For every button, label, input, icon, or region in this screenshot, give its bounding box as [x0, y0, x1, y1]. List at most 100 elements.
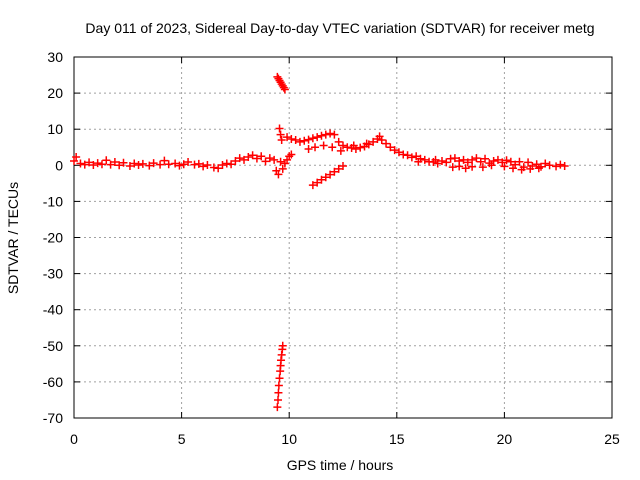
- data-point: [261, 157, 270, 166]
- data-point: [270, 155, 279, 164]
- data-point: [321, 130, 330, 139]
- data-point: [412, 152, 421, 161]
- data-point: [274, 395, 283, 404]
- data-point: [472, 154, 481, 163]
- chart-title: Day 011 of 2023, Sidereal Day-to-day VTE…: [85, 20, 594, 36]
- data-point: [339, 141, 347, 150]
- data-point: [102, 156, 111, 165]
- data-point: [76, 159, 85, 168]
- data-point: [336, 146, 345, 155]
- data-point: [130, 159, 139, 168]
- data-point: [300, 136, 309, 145]
- data-point: [276, 157, 285, 166]
- data-point: [493, 155, 502, 164]
- y-tick-label: 30: [47, 49, 63, 65]
- data-point: [244, 152, 253, 161]
- data-point: [326, 129, 335, 138]
- data-point: [326, 170, 335, 179]
- x-tick-label: 10: [281, 431, 297, 447]
- y-axis-label: SDTVAR / TECUs: [5, 182, 21, 294]
- data-point: [468, 162, 477, 171]
- data-point: [526, 164, 535, 173]
- data-point: [199, 162, 208, 171]
- data-point: [110, 158, 119, 167]
- data-point: [386, 143, 395, 152]
- data-point: [455, 162, 464, 171]
- y-tick-label: -10: [43, 193, 63, 209]
- data-point: [313, 178, 322, 187]
- data-point: [506, 157, 515, 166]
- data-point: [362, 139, 371, 148]
- data-point: [308, 181, 317, 190]
- y-tick-label: -20: [43, 230, 63, 246]
- data-point: [218, 160, 227, 169]
- data-point: [291, 136, 300, 145]
- y-tick-label: -40: [43, 302, 63, 318]
- data-point: [184, 158, 193, 167]
- data-point: [545, 161, 554, 170]
- data-point: [125, 162, 134, 171]
- data-point: [515, 157, 524, 166]
- data-point: [481, 154, 490, 163]
- data-point: [334, 137, 343, 146]
- data-point: [552, 162, 561, 171]
- data-point: [214, 164, 223, 173]
- data-point: [317, 175, 326, 184]
- x-axis: 0 5 10 15 20 25: [70, 57, 620, 447]
- data-point: [119, 158, 128, 167]
- x-axis-label: GPS time / hours: [287, 457, 394, 473]
- y-tick-label: -60: [43, 374, 63, 390]
- data-point: [274, 388, 283, 397]
- data-point: [313, 133, 322, 142]
- grid: [74, 57, 612, 418]
- data-point: [85, 158, 94, 167]
- data-point: [431, 155, 440, 164]
- data-point: [287, 134, 296, 143]
- data-point: [476, 157, 485, 166]
- data-point: [468, 155, 477, 164]
- data-point: [459, 155, 468, 164]
- data-point: [287, 150, 296, 159]
- data-point: [500, 162, 509, 171]
- data-point: [248, 151, 257, 160]
- data-point: [279, 83, 288, 92]
- data-point: [502, 156, 511, 165]
- data-point: [420, 155, 429, 164]
- data-point: [171, 159, 180, 168]
- x-tick-label: 0: [70, 431, 78, 447]
- data-point: [321, 173, 330, 182]
- data-point: [442, 158, 451, 167]
- data-point: [414, 157, 423, 166]
- data-point: [560, 162, 569, 171]
- data-point: [115, 161, 124, 170]
- data-point: [534, 164, 543, 173]
- data-point: [450, 154, 459, 163]
- data-point: [317, 131, 326, 140]
- data-point: [280, 85, 289, 94]
- data-point: [265, 154, 274, 163]
- y-tick-label: 0: [55, 157, 63, 173]
- data-point: [231, 156, 240, 165]
- data-point: [517, 165, 526, 174]
- data-point: [334, 164, 343, 173]
- data-point: [349, 141, 358, 150]
- x-tick-label: 25: [604, 431, 620, 447]
- data-point: [304, 135, 313, 144]
- data-point: [390, 146, 399, 155]
- data-point: [275, 124, 284, 133]
- data-point: [478, 163, 487, 172]
- data-point: [328, 143, 337, 152]
- data-point: [134, 160, 143, 169]
- data-point: [273, 403, 282, 412]
- data-point: [160, 156, 169, 165]
- data-point: [330, 130, 339, 139]
- data-point: [339, 162, 347, 171]
- data-point: [330, 167, 339, 176]
- data-point: [240, 155, 249, 164]
- data-point: [283, 133, 292, 142]
- data-point: [524, 158, 533, 167]
- data-point: [106, 160, 115, 169]
- data-point: [369, 137, 378, 146]
- data-point: [394, 148, 403, 157]
